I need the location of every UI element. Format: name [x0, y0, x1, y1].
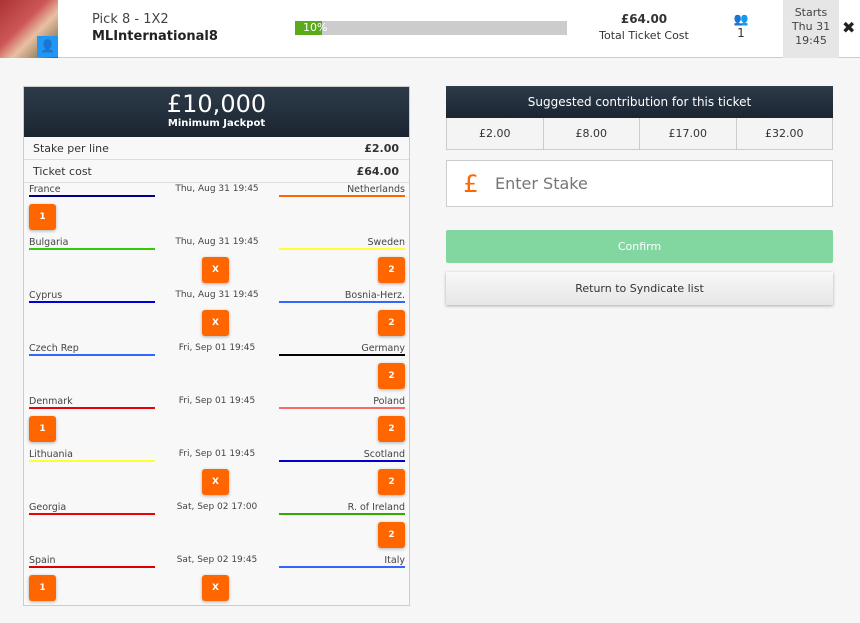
match-row: Czech Rep Fri, Sep 01 19:45 Germany 2	[29, 343, 405, 396]
amount-option[interactable]: £17.00	[639, 118, 736, 149]
pick-x[interactable]: X	[202, 469, 229, 495]
jackpot-label: Minimum Jackpot	[167, 118, 266, 129]
pick-2[interactable]: 2	[378, 416, 405, 442]
amount-option[interactable]: £8.00	[542, 118, 640, 149]
stake-row: Stake per line £2.00	[24, 137, 409, 160]
cost-value: £64.00	[620, 12, 668, 26]
confirm-button[interactable]: Confirm	[446, 230, 833, 263]
jackpot-amount: £10,000	[166, 90, 267, 118]
total-cost: £64.00 Total Ticket Cost	[590, 12, 698, 42]
match-date: Thu, Aug 31 19:45	[175, 237, 259, 247]
user-check-icon: 👤	[37, 36, 58, 57]
match-date: Fri, Sep 01 19:45	[178, 396, 256, 406]
pick-x[interactable]: X	[202, 257, 229, 283]
match-date: Fri, Sep 01 19:45	[178, 449, 256, 459]
members: 👥 1	[725, 12, 757, 40]
cost-row: Ticket cost £64.00	[24, 160, 409, 183]
stake-field[interactable]: £	[446, 160, 833, 207]
away-team: Sweden	[279, 237, 405, 250]
pick-2[interactable]: 2	[378, 363, 405, 389]
home-team: Cyprus	[29, 290, 155, 303]
close-icon[interactable]: ✖	[842, 18, 856, 37]
progress-bar: 10%	[295, 21, 567, 35]
pick-1[interactable]: 1	[29, 416, 56, 442]
home-team: Denmark	[29, 396, 155, 409]
match-row: Spain Sat, Sep 02 19:45 Italy 1 X	[29, 555, 405, 608]
ticket-panel: £10,000 Minimum Jackpot Stake per line £2.…	[23, 86, 410, 606]
cost-label: Ticket cost	[33, 165, 92, 178]
stake-value: £2.00	[364, 142, 399, 155]
cost-label: Total Ticket Cost	[599, 29, 689, 42]
contribution-panel: Suggested contribution for this ticket £…	[446, 86, 833, 305]
pick-2[interactable]: 2	[378, 469, 405, 495]
syndicate-name: MLInternational8	[92, 29, 218, 44]
stake-input[interactable]	[495, 174, 815, 193]
avatar: 👤	[0, 0, 58, 58]
starts-label: Starts	[794, 6, 828, 19]
users-icon: 👥	[733, 12, 749, 26]
away-team: Poland	[279, 396, 405, 409]
pick-type: Pick 8 - 1X2	[92, 12, 169, 27]
pick-2[interactable]: 2	[378, 257, 405, 283]
match-row: Georgia Sat, Sep 02 17:00 R. of Ireland 2	[29, 502, 405, 555]
stake-label: Stake per line	[33, 142, 109, 155]
return-button[interactable]: Return to Syndicate list	[446, 272, 833, 305]
away-team: Bosnia-Herz.	[279, 290, 405, 303]
match-date: Fri, Sep 01 19:45	[178, 343, 256, 353]
amount-option[interactable]: £32.00	[735, 118, 833, 149]
pick-x[interactable]: X	[202, 575, 229, 601]
match-row: Lithuania Fri, Sep 01 19:45 Scotland X 2	[29, 449, 405, 502]
member-count: 1	[737, 26, 745, 40]
jackpot-banner: £10,000 Minimum Jackpot	[24, 87, 409, 137]
home-team: Bulgaria	[29, 237, 155, 250]
match-date: Thu, Aug 31 19:45	[175, 290, 259, 300]
amount-options: £2.00 £8.00 £17.00 £32.00	[446, 118, 833, 150]
header-bar: 👤 Pick 8 - 1X2 MLInternational8 10% £64.…	[0, 0, 860, 58]
pick-2[interactable]: 2	[378, 310, 405, 336]
start-time: Starts Thu 31 19:45	[783, 0, 839, 58]
away-team: Netherlands	[279, 184, 405, 197]
pick-2[interactable]: 2	[378, 522, 405, 548]
away-team: Scotland	[279, 449, 405, 462]
match-date: Sat, Sep 02 19:45	[176, 555, 258, 565]
pound-icon: £	[463, 169, 479, 198]
away-team: Germany	[279, 343, 405, 356]
match-date: Thu, Aug 31 19:45	[175, 184, 259, 194]
pick-1[interactable]: 1	[29, 575, 56, 601]
amount-option[interactable]: £2.00	[479, 127, 511, 140]
home-team: Georgia	[29, 502, 155, 515]
match-row: Denmark Fri, Sep 01 19:45 Poland 1 2	[29, 396, 405, 449]
pick-1[interactable]: 1	[29, 204, 56, 230]
away-team: Italy	[279, 555, 405, 568]
start-hour: 19:45	[795, 34, 827, 47]
contribution-title: Suggested contribution for this ticket	[446, 86, 833, 118]
home-team: Spain	[29, 555, 155, 568]
cost-value: £64.00	[356, 165, 399, 178]
home-team: Czech Rep	[29, 343, 155, 356]
match-date: Sat, Sep 02 17:00	[176, 502, 258, 512]
match-row: Cyprus Thu, Aug 31 19:45 Bosnia-Herz. X 2	[29, 290, 405, 343]
start-day: Thu 31	[791, 20, 831, 33]
home-team: France	[29, 184, 155, 197]
home-team: Lithuania	[29, 449, 155, 462]
away-team: R. of Ireland	[279, 502, 405, 515]
pick-x[interactable]: X	[202, 310, 229, 336]
match-row: Bulgaria Thu, Aug 31 19:45 Sweden X 2	[29, 237, 405, 290]
match-row: France Thu, Aug 31 19:45 Netherlands 1	[29, 184, 405, 237]
progress-fill: 10%	[295, 21, 327, 35]
